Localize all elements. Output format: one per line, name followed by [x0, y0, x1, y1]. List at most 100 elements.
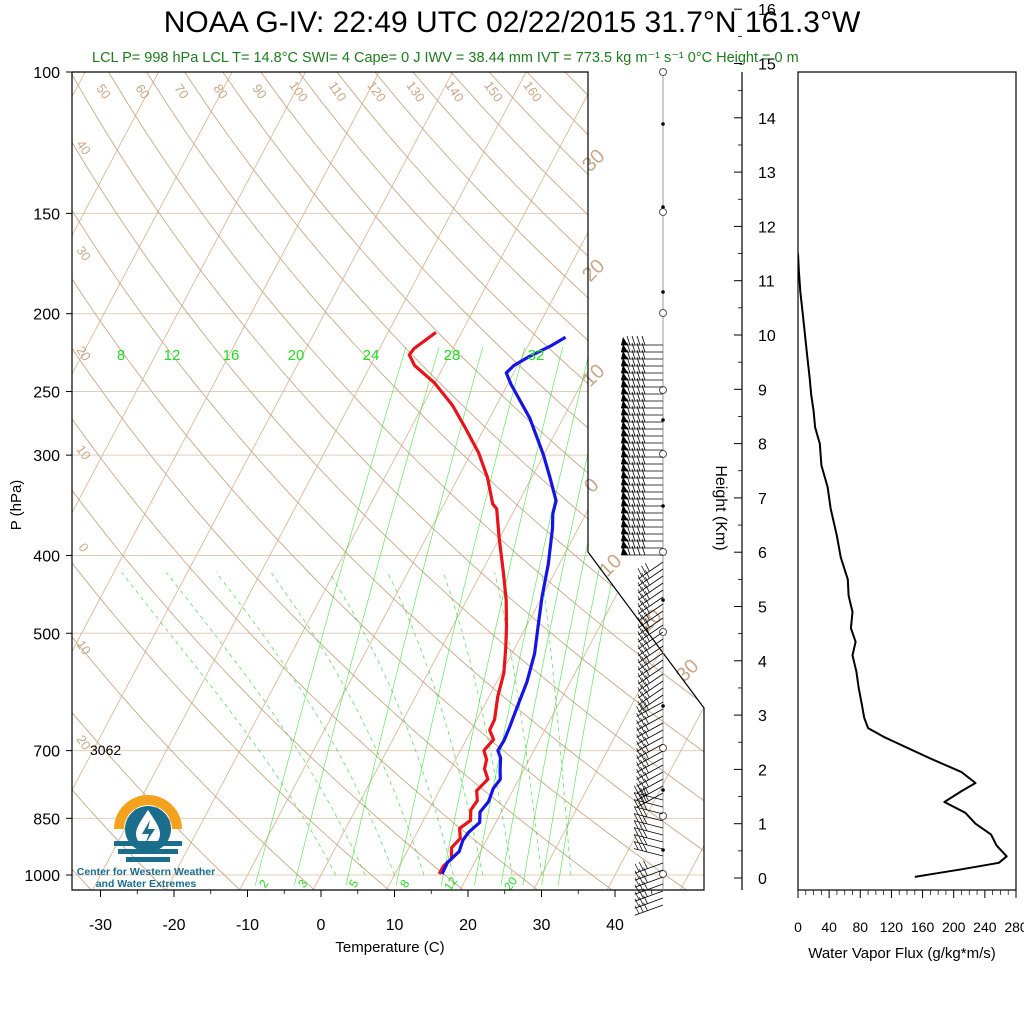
wind-barb-feather [637, 645, 643, 654]
wind-barb-feather [645, 689, 650, 698]
height-axis-title: Height (Km) [712, 465, 729, 550]
wind-barb-staff [638, 673, 664, 692]
wind-barb-staff [636, 771, 664, 787]
wind-barb-feather [637, 596, 643, 605]
isotherm-line [72, 72, 179, 890]
wind-barb-staff [638, 603, 664, 622]
x-tick-label: 30 [533, 917, 551, 934]
height-tick-label: 16 [758, 2, 776, 19]
wind-barb-feather [640, 780, 645, 790]
adiabat-label: 20 [578, 255, 609, 286]
barb-level-dot [661, 788, 665, 792]
wind-barb-flag [621, 477, 628, 485]
wind-barb-staff [636, 701, 664, 717]
wind-barb-staff [634, 876, 664, 888]
wind-barb-feather [638, 835, 643, 844]
height-tick-label: 1 [758, 817, 767, 834]
wind-barb-feather [626, 419, 631, 430]
wind-barb-staff [638, 645, 664, 664]
isotherm-label: 20 [73, 343, 94, 363]
wind-barb-feather [645, 619, 650, 628]
height-tick-label: 3 [758, 708, 767, 725]
height-tick-label: 7 [758, 491, 767, 508]
wind-barb-feather [638, 883, 644, 892]
barb-level-dot [661, 205, 665, 209]
y-tick-label: 500 [33, 626, 60, 643]
dry-adiabat-line [72, 72, 541, 890]
wind-barb-flag [621, 344, 628, 352]
wind-barb-feather [645, 598, 650, 607]
wind-barb-feather [626, 384, 631, 395]
barb-level-circle [659, 309, 667, 317]
wind-barb-feather [637, 589, 643, 598]
logo-wave-3 [126, 857, 170, 862]
wind-barb-feather [626, 342, 631, 353]
wind-barb-feather [644, 715, 649, 725]
wind-barb-feather [631, 468, 636, 479]
wind-barb-feather [641, 468, 646, 479]
wind-barb-feather [636, 720, 641, 729]
wind-barb-flag [621, 365, 628, 373]
logo-wave-1 [114, 841, 182, 846]
wind-barb-feather [638, 897, 644, 906]
wind-barb-feather [643, 874, 648, 883]
wind-barb-feather [631, 475, 636, 486]
isotherm-label: 150 [481, 78, 506, 104]
wind-barb-feather [636, 377, 641, 388]
dry-adiabat-line [72, 72, 704, 890]
wind-barb-feather [636, 524, 641, 535]
wind-barb-feather [631, 433, 636, 444]
wind-barb-feather [645, 647, 650, 656]
dry-adiabat-line [123, 72, 704, 890]
wind-barb-feather [636, 748, 641, 757]
wind-barb-feather [643, 888, 648, 897]
wind-barb-feather [626, 468, 631, 479]
wind-barb-staff [636, 757, 664, 773]
wind-barb-feather [631, 461, 636, 472]
wind-barb-feather [631, 349, 636, 360]
height-tick-label: 4 [758, 654, 767, 671]
logo-caption-line1: Center for Western Weather [76, 866, 216, 878]
wind-barb-feather [626, 377, 631, 388]
wind-barb-feather [641, 377, 646, 388]
wind-barb-feather [626, 398, 631, 409]
wind-barb-feather [645, 584, 650, 593]
logo-caption: Center for Western Weather and Water Ext… [70, 866, 222, 890]
wind-barb-feather [637, 687, 643, 696]
wind-barb-feather [636, 440, 641, 451]
wind-barb-feather [638, 890, 644, 899]
wind-barb-feather [640, 752, 645, 762]
wind-barb-feather [641, 482, 646, 493]
wind-barb-feather [643, 881, 648, 890]
dry-adiabat-line [86, 72, 704, 890]
wind-barb-feather [642, 815, 648, 825]
wind-barb-feather [645, 668, 650, 677]
wind-barb-feather [637, 701, 643, 710]
wind-barb-feather [641, 621, 646, 631]
wind-barb-feather [645, 696, 650, 705]
adiabat-label: 30 [578, 145, 609, 176]
isotherm-label: 140 [442, 78, 467, 104]
wind-barb-feather [644, 708, 649, 718]
wind-barb-feather [641, 461, 646, 472]
wind-barb-staff [634, 862, 664, 874]
wind-barb-staff [638, 561, 664, 580]
barb-level-dot [661, 598, 665, 602]
wind-barb-staff [636, 729, 664, 745]
wind-barb-feather [631, 545, 636, 556]
moist-adiabat-line [541, 572, 572, 876]
wind-barb-feather [644, 771, 649, 781]
wind-barb-feather [644, 785, 649, 795]
wind-barb-feather [631, 531, 636, 542]
wind-barb-staff [634, 869, 664, 881]
wind-barb-staff [636, 743, 664, 759]
wind-barb-flag [621, 456, 628, 464]
wind-barb-flag [621, 533, 628, 541]
x-tick-label: 10 [386, 917, 404, 934]
wind-barb-feather [631, 510, 636, 521]
wind-barb-feather [645, 563, 650, 572]
wind-barb-feather [645, 591, 650, 600]
wind-barb-staff [638, 624, 664, 643]
moist-adiabat-line [494, 572, 542, 876]
